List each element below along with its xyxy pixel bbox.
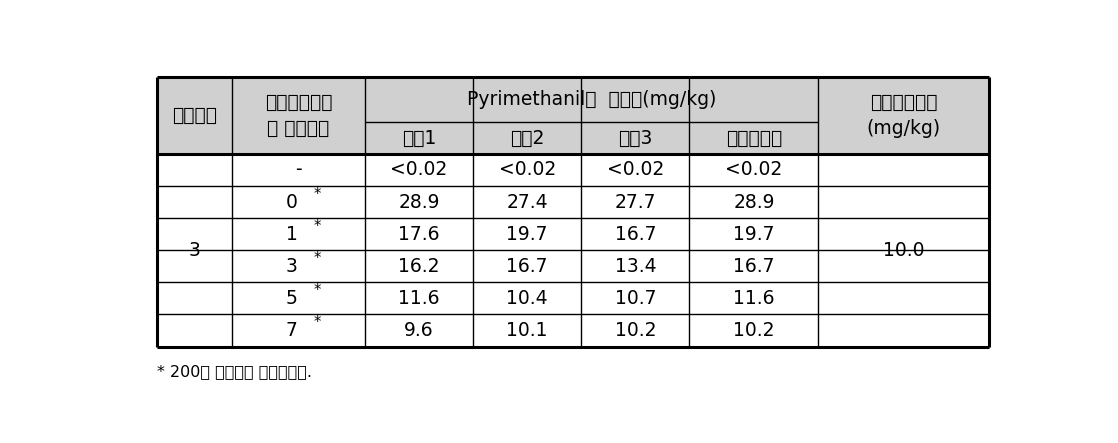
- Text: 잔류허용기준: 잔류허용기준: [870, 93, 937, 112]
- Text: 9.6: 9.6: [405, 321, 434, 340]
- Text: 최대잔류량: 최대잔류량: [726, 128, 781, 148]
- Text: *: *: [314, 219, 321, 234]
- Text: 16.7: 16.7: [733, 257, 775, 276]
- Text: <0.02: <0.02: [390, 160, 447, 179]
- Text: 3: 3: [189, 241, 200, 260]
- Text: 살포횟수: 살포횟수: [172, 106, 217, 125]
- Bar: [157, 154, 989, 346]
- Text: 1: 1: [285, 225, 297, 244]
- Text: 10.1: 10.1: [506, 321, 548, 340]
- Text: 11.6: 11.6: [733, 289, 775, 308]
- Bar: [366, 122, 473, 154]
- Bar: [231, 77, 366, 154]
- Bar: [473, 122, 581, 154]
- Bar: [157, 77, 231, 154]
- Text: Pyrimethanil의  잔류량(mg/kg): Pyrimethanil의 잔류량(mg/kg): [467, 90, 717, 109]
- Text: 5: 5: [285, 289, 297, 308]
- Text: <0.02: <0.02: [607, 160, 664, 179]
- Text: 최종약제살포: 최종약제살포: [265, 93, 332, 112]
- Text: (mg/kg): (mg/kg): [866, 119, 940, 138]
- Text: * 200배 희석하여 분석하였음.: * 200배 희석하여 분석하였음.: [157, 365, 312, 380]
- Text: 16.2: 16.2: [398, 257, 439, 276]
- Text: 7: 7: [285, 321, 297, 340]
- Bar: [581, 122, 690, 154]
- Text: 후 경과일수: 후 경과일수: [267, 119, 330, 138]
- Text: 11.6: 11.6: [398, 289, 439, 308]
- Text: 17.6: 17.6: [398, 225, 439, 244]
- Text: 28.9: 28.9: [398, 193, 439, 211]
- Bar: [690, 122, 818, 154]
- Text: 13.4: 13.4: [615, 257, 656, 276]
- Text: -: -: [295, 160, 302, 179]
- Text: 10.7: 10.7: [615, 289, 656, 308]
- Text: 28.9: 28.9: [733, 193, 775, 211]
- Text: 반복3: 반복3: [618, 128, 653, 148]
- Text: 반복2: 반복2: [510, 128, 544, 148]
- Text: *: *: [314, 315, 321, 330]
- Bar: [366, 77, 818, 122]
- Text: 3: 3: [285, 257, 297, 276]
- Text: *: *: [314, 251, 321, 266]
- Text: 반복1: 반복1: [401, 128, 436, 148]
- Text: <0.02: <0.02: [499, 160, 556, 179]
- Text: 27.7: 27.7: [615, 193, 656, 211]
- Bar: [818, 77, 989, 154]
- Text: 10.0: 10.0: [883, 241, 925, 260]
- Text: 16.7: 16.7: [615, 225, 656, 244]
- Text: 0: 0: [285, 193, 297, 211]
- Text: 19.7: 19.7: [733, 225, 775, 244]
- Text: 10.2: 10.2: [733, 321, 775, 340]
- Text: 16.7: 16.7: [506, 257, 548, 276]
- Text: 10.2: 10.2: [615, 321, 656, 340]
- Text: 19.7: 19.7: [506, 225, 548, 244]
- Text: *: *: [314, 187, 321, 202]
- Text: <0.02: <0.02: [726, 160, 783, 179]
- Text: 27.4: 27.4: [506, 193, 548, 211]
- Text: *: *: [314, 284, 321, 298]
- Text: 10.4: 10.4: [506, 289, 548, 308]
